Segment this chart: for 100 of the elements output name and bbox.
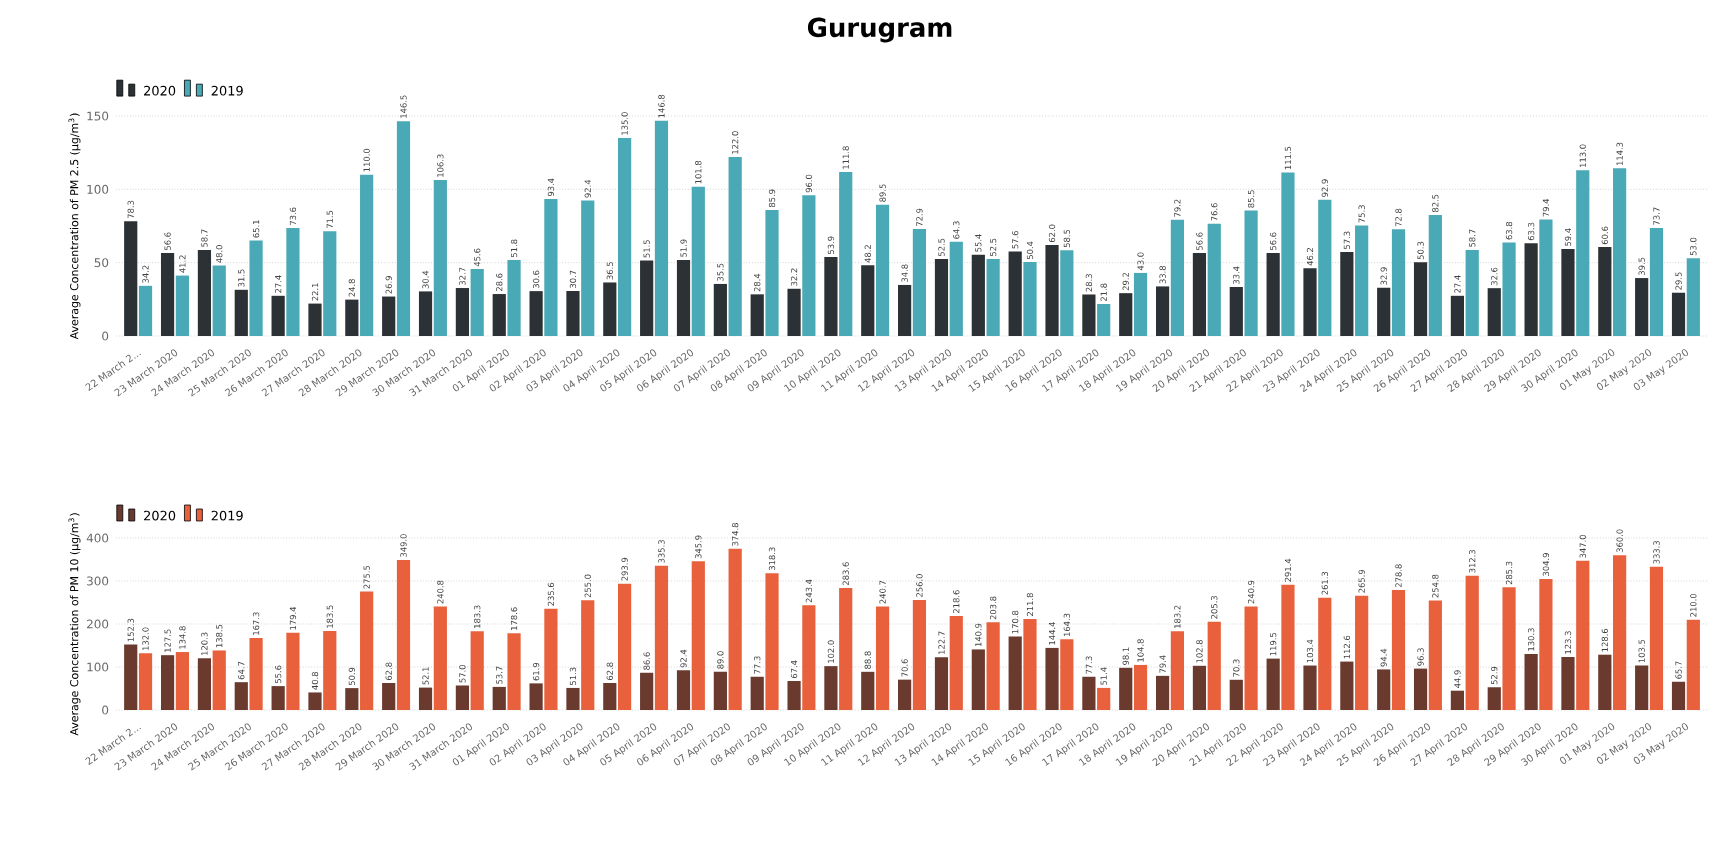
bar	[433, 606, 447, 710]
bar	[1613, 168, 1627, 336]
bar	[1266, 252, 1280, 336]
bar	[618, 583, 632, 710]
bar	[1524, 243, 1538, 336]
bar	[1428, 600, 1442, 710]
bar	[1207, 223, 1221, 336]
bar	[286, 632, 300, 710]
bar	[1686, 619, 1700, 710]
bar	[1465, 575, 1479, 710]
bar	[934, 258, 949, 336]
bar	[470, 631, 484, 710]
bar	[507, 260, 521, 336]
bar	[603, 682, 617, 710]
bar	[271, 686, 285, 710]
bar	[1465, 249, 1479, 336]
bar	[875, 606, 890, 710]
bar	[1428, 214, 1442, 336]
bar	[1340, 661, 1354, 710]
bar	[1133, 664, 1148, 710]
bar	[676, 670, 691, 710]
bar	[1281, 584, 1295, 710]
bar	[1023, 262, 1037, 336]
bar	[1281, 172, 1295, 336]
bar	[1355, 225, 1369, 336]
bar	[603, 282, 617, 336]
bar	[396, 559, 411, 710]
bar	[824, 256, 838, 336]
bar	[1450, 295, 1465, 336]
bar	[544, 199, 558, 336]
bar	[1060, 250, 1074, 336]
bar	[824, 666, 838, 710]
bar	[1649, 227, 1664, 336]
bar	[455, 288, 469, 336]
bar	[1303, 268, 1317, 336]
bar	[1192, 665, 1207, 710]
bar	[308, 692, 322, 710]
bar	[529, 683, 543, 710]
bar	[581, 200, 595, 336]
bar	[566, 290, 580, 336]
bar	[1377, 669, 1391, 710]
bar	[787, 681, 801, 710]
bar	[728, 157, 742, 336]
bar	[861, 265, 875, 336]
bar	[1133, 272, 1148, 336]
bar	[507, 633, 521, 710]
bar	[160, 252, 175, 336]
bar	[1318, 199, 1332, 336]
bar	[234, 289, 248, 336]
bar	[691, 561, 705, 710]
bar	[1045, 647, 1059, 710]
bar	[308, 303, 322, 336]
bar	[492, 686, 506, 710]
bar	[160, 655, 175, 710]
bar	[1155, 286, 1170, 336]
bar	[691, 186, 705, 336]
bar	[986, 258, 1000, 336]
bar	[382, 296, 396, 336]
bar	[861, 671, 875, 710]
bar	[492, 294, 506, 336]
bar	[1613, 555, 1627, 710]
bar	[1635, 665, 1649, 710]
bar	[1229, 679, 1243, 710]
bar	[455, 685, 469, 710]
bar	[949, 616, 963, 710]
chart-title: Gurugram	[807, 17, 952, 43]
bar	[1119, 293, 1133, 336]
bar	[1355, 595, 1369, 710]
bar	[1119, 667, 1133, 710]
bar	[1450, 690, 1465, 710]
bar	[640, 260, 654, 336]
bar	[581, 600, 595, 710]
bar	[802, 195, 816, 336]
bar	[418, 687, 433, 710]
bar	[138, 653, 153, 710]
bar	[1391, 590, 1406, 710]
bar	[676, 259, 691, 336]
bar	[750, 294, 764, 336]
bar	[1487, 687, 1501, 710]
bar	[323, 631, 337, 710]
bar	[249, 240, 263, 336]
bar	[898, 284, 912, 336]
bar	[1649, 566, 1664, 710]
bar	[1340, 251, 1354, 336]
bar	[433, 180, 447, 336]
bar	[286, 228, 300, 336]
bar	[1318, 597, 1332, 710]
bar	[1097, 687, 1111, 710]
bar	[124, 644, 138, 710]
bar	[1045, 245, 1059, 336]
bar	[912, 229, 927, 336]
bar	[138, 285, 153, 336]
bar	[654, 120, 669, 336]
bar	[912, 599, 927, 710]
bar	[1524, 653, 1538, 710]
bar	[839, 172, 853, 336]
bar	[1266, 658, 1280, 710]
bar	[787, 288, 801, 336]
bar	[1487, 288, 1501, 336]
bar	[234, 682, 248, 710]
